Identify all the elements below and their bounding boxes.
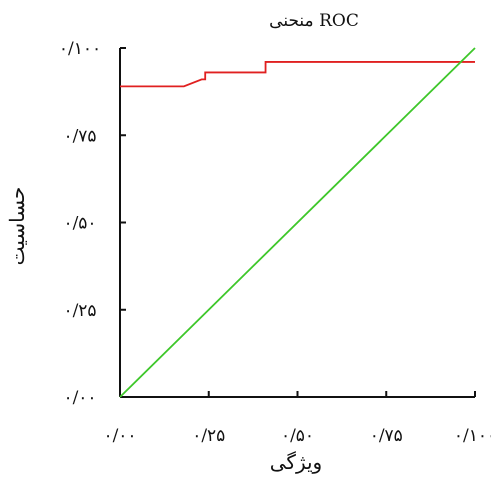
roc-curve: [120, 61, 475, 88]
x-tick-labels: ۰/۰۰ ۰/۲۵ ۰/۵۰ ۰/۷۵ ۰/۱۰۰: [103, 426, 491, 446]
x-tick-label: ۰/۰۰: [103, 426, 136, 446]
x-tick-label: ۰/۲۵: [192, 426, 225, 446]
y-tick-label: ۰/۷۵: [63, 126, 96, 146]
y-tick-label: ۰/۱۰۰: [59, 39, 101, 59]
x-axis-title: ویژگی: [270, 450, 322, 474]
y-tick-label: ۰/۵۰: [63, 214, 96, 234]
series-layer: [119, 47, 476, 398]
y-axis-title: حساسیت: [5, 187, 29, 266]
x-tick-label: ۰/۷۵: [370, 426, 403, 446]
reference-line: [119, 47, 476, 398]
x-tick-label: ۰/۵۰: [281, 426, 314, 446]
chart-title: منحنی ROC: [269, 11, 359, 31]
axes-layer: [119, 47, 476, 398]
x-tick-label: ۰/۱۰۰: [454, 426, 491, 446]
y-tick-label: ۰/۲۵: [63, 301, 96, 321]
y-tick-label: ۰/۰۰: [63, 388, 96, 408]
y-tick-labels: ۰/۰۰ ۰/۲۵ ۰/۵۰ ۰/۷۵ ۰/۱۰۰: [59, 39, 101, 408]
